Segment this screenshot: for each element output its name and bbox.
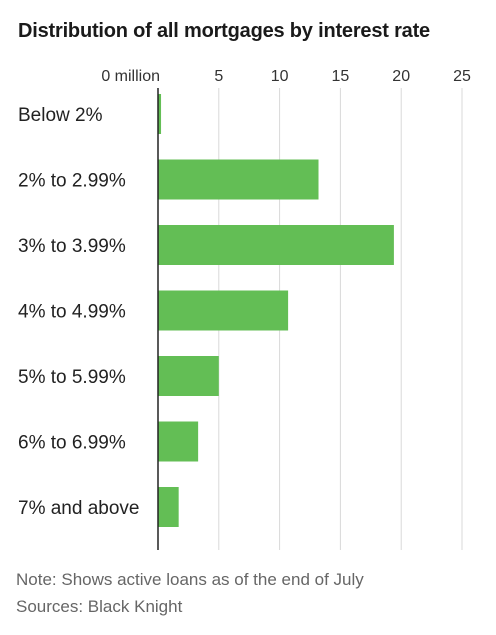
x-tick-label: 15 [332,68,350,85]
source-note: Sources: Black Knight [16,597,183,616]
bar [158,159,319,200]
category-label: Below 2% [18,105,103,126]
category-label: 7% and above [18,498,140,519]
chart-title: Distribution of all mortgages by interes… [18,20,430,42]
bar-chart: 0 million 5 10 15 20 25 Below 2% 2% to 2.99% 3%… [18,68,471,550]
x-tick-label: 5 [214,68,223,85]
footnote: Note: Shows active loans as of the end o… [16,570,364,589]
category-labels: Below 2% 2% to 2.99% 3% to 3.99% 4% to 4.99… [18,105,140,519]
bars [158,94,394,527]
category-label: 6% to 6.99% [18,433,126,454]
x-axis-tick-labels: 0 million 5 10 15 20 25 [101,68,471,85]
category-label: 4% to 4.99% [18,302,126,323]
bar [158,421,199,462]
x-tick-label: 25 [453,68,471,85]
category-label: 3% to 3.99% [18,236,126,257]
x-tick-label: 10 [271,68,289,85]
bar [158,356,219,396]
x-tick-label: 0 million [101,68,160,85]
category-label: 5% to 5.99% [18,367,126,388]
bar [158,290,289,331]
bar [158,225,394,265]
x-tick-label: 20 [392,68,410,85]
category-label: 2% to 2.99% [18,171,126,192]
bar [158,94,162,134]
bar [158,487,179,527]
